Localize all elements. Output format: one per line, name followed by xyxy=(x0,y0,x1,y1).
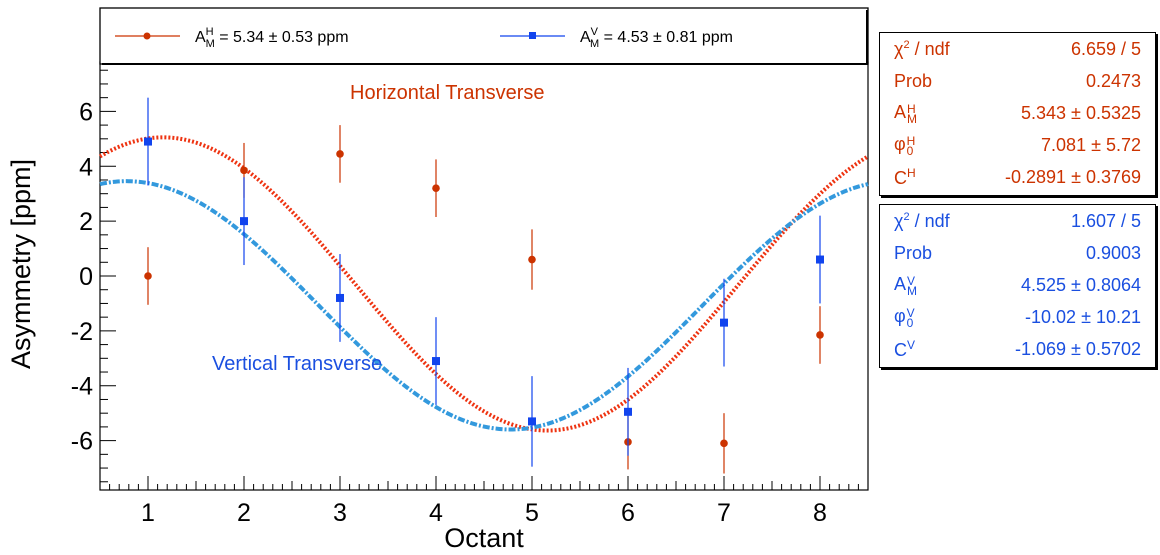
stats-row-phase: φH 0 7.081 ± 5.72 xyxy=(894,133,1141,158)
stats-box-vertical: χ2 / ndf 1.607 / 5 Prob 0.9003 AV M 4.525… xyxy=(879,204,1156,368)
x-tick-label: 5 xyxy=(525,499,539,527)
data-point-horizontal xyxy=(144,272,152,280)
y-axis-label: Asymmetry [ppm] xyxy=(6,159,36,369)
stats-value: 0.2473 xyxy=(1085,70,1141,91)
x-tick-label: 2 xyxy=(237,499,251,527)
stats-row-amplitude: AV M 4.525 ± 0.8064 xyxy=(894,273,1141,298)
stats-label: Prob xyxy=(894,242,933,263)
data-point-horizontal xyxy=(336,150,344,158)
stats-row-offset: CH -0.2891 ± 0.3769 xyxy=(894,165,1141,188)
legend-marker-horizontal xyxy=(115,32,180,40)
stats-value: 6.659 / 5 xyxy=(1070,38,1141,59)
data-point-vertical xyxy=(432,357,440,366)
stats-row-prob: Prob 0.9003 xyxy=(880,237,1155,269)
x-tick-label: 4 xyxy=(429,499,443,527)
annotation-horizontal-transverse: Horizontal Transverse xyxy=(350,82,545,104)
x-tick-label: 3 xyxy=(333,499,347,527)
stats-value: 7.081 ± 5.72 xyxy=(1041,134,1141,155)
stats-box-horizontal: χ2 / ndf 6.659 / 5 Prob 0.2473 AH M 5.343… xyxy=(879,32,1156,196)
stats-value: 5.343 ± 0.5325 xyxy=(1021,102,1141,123)
x-tick-label: 1 xyxy=(141,499,155,527)
data-point-vertical xyxy=(624,407,632,416)
data-point-horizontal xyxy=(720,439,728,448)
y-tick-label: 6 xyxy=(79,98,93,126)
y-tick-label: 0 xyxy=(79,263,93,291)
legend-marker-vertical xyxy=(500,32,565,39)
stats-row-offset: CV -1.069 ± 0.5702 xyxy=(894,337,1141,360)
data-point-vertical xyxy=(720,318,728,327)
y-tick-label: -4 xyxy=(71,373,93,401)
data-point-vertical xyxy=(336,293,344,302)
stats-row-chi2: χ2 / ndf 6.659 / 5 xyxy=(894,38,1141,59)
stats-row-chi2: χ2 / ndf 1.607 / 5 xyxy=(894,210,1141,231)
data-point-vertical xyxy=(144,137,152,146)
y-tick-label: -2 xyxy=(71,318,93,346)
fit-curve-vertical xyxy=(99,179,869,432)
x-tick-label: 8 xyxy=(813,499,827,527)
data-point-horizontal xyxy=(528,255,536,264)
y-tick-label: 2 xyxy=(79,208,93,236)
stats-row-amplitude: AH M 5.343 ± 0.5325 xyxy=(894,101,1141,126)
stats-label: Prob xyxy=(894,70,933,91)
data-point-vertical xyxy=(240,217,248,226)
stats-row-phase: φV 0 -10.02 ± 10.21 xyxy=(894,305,1141,330)
annotation-vertical-transverse: Vertical Transverse xyxy=(212,353,382,375)
data-point-vertical xyxy=(816,255,824,264)
x-tick-label: 6 xyxy=(621,499,635,527)
x-axis-label: Octant xyxy=(444,523,524,553)
y-tick-label: 4 xyxy=(79,153,93,181)
y-tick-label: -6 xyxy=(71,428,93,456)
data-point-horizontal xyxy=(432,184,440,193)
stats-value: 1.607 / 5 xyxy=(1070,210,1141,231)
stats-value: -0.2891 ± 0.3769 xyxy=(1005,166,1141,187)
x-tick-label: 7 xyxy=(717,499,731,527)
stats-row-prob: Prob 0.2473 xyxy=(880,65,1155,97)
data-point-vertical xyxy=(528,417,536,426)
legend: AH M = 5.34 ± 0.53 ppm AV M = 4.53 ± 0.81 … xyxy=(99,7,869,65)
data-point-horizontal xyxy=(816,331,824,339)
data-point-horizontal xyxy=(240,166,248,175)
stats-value: 0.9003 xyxy=(1085,242,1141,263)
fit-curve-horizontal xyxy=(98,135,870,433)
stats-value: 4.525 ± 0.8064 xyxy=(1021,274,1141,295)
stats-value: -1.069 ± 0.5702 xyxy=(1015,338,1141,359)
stats-value: -10.02 ± 10.21 xyxy=(1025,306,1141,327)
